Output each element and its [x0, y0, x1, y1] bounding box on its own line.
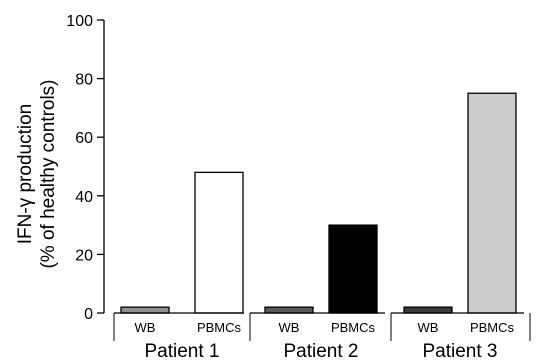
bar-patient-3-wb — [403, 306, 453, 314]
bar-patient-1-pbmcs — [194, 171, 244, 314]
y-tick-label: 60 — [75, 130, 93, 147]
bar-patient-3-pbmcs — [467, 92, 517, 314]
y-tick-label: 80 — [75, 72, 93, 89]
group-label: Patient 1 — [145, 341, 220, 362]
bar-patient-1-wb — [120, 306, 170, 314]
category-label: PBMCs — [470, 320, 515, 335]
category-label: WB — [135, 320, 156, 335]
y-axis-title-line2: (% of healthy controls) — [38, 79, 59, 268]
category-label: WB — [279, 320, 300, 335]
y-axis-title-line1: IFN-γ production — [15, 104, 36, 244]
y-tick-label: 0 — [84, 306, 93, 323]
y-tick-label: 40 — [75, 189, 93, 206]
bar-patient-2-pbmcs — [328, 224, 378, 314]
group-label: Patient 2 — [284, 341, 359, 362]
y-tick-label: 100 — [66, 13, 93, 30]
group-label: Patient 3 — [423, 341, 498, 362]
category-label: PBMCs — [197, 320, 242, 335]
y-tick-label: 20 — [75, 247, 93, 264]
category-label: PBMCs — [331, 320, 376, 335]
category-label: WB — [418, 320, 439, 335]
bar-patient-2-wb — [264, 306, 314, 314]
plot-area: 0 20 40 60 80 100 WB PBMCs Patient 1 WB PBMCs Patie… — [66, 13, 531, 362]
